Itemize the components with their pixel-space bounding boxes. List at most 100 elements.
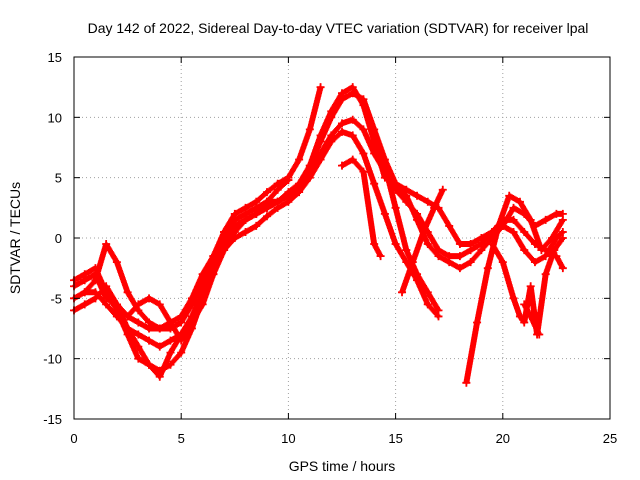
data-point xyxy=(509,227,518,236)
data-point xyxy=(419,227,428,236)
series-pass-12 xyxy=(520,300,544,339)
y-tick-label: 5 xyxy=(55,171,62,186)
series-pass-1 xyxy=(70,83,325,375)
data-point xyxy=(262,203,271,212)
data-point xyxy=(166,348,175,357)
data-point xyxy=(413,270,422,279)
data-point xyxy=(466,258,475,267)
data-point xyxy=(423,300,432,309)
data-point xyxy=(537,246,546,255)
data-point xyxy=(284,176,293,185)
data-point xyxy=(430,203,439,212)
data-point xyxy=(327,107,336,116)
tick-layer: 0 5 10 15 20 25 -15 -10 -5 0 5 10 15 xyxy=(43,50,617,446)
series-track xyxy=(71,84,324,374)
series-pass-8 xyxy=(370,131,443,315)
data-point xyxy=(520,300,529,309)
data-point xyxy=(112,258,121,267)
data-point xyxy=(380,161,389,170)
data-point xyxy=(220,234,229,242)
data-point xyxy=(295,185,304,194)
data-point xyxy=(112,312,121,321)
data-point xyxy=(413,191,422,200)
data-point xyxy=(91,294,100,303)
data-point xyxy=(455,240,464,249)
data-point xyxy=(505,191,514,200)
data-point xyxy=(477,234,486,242)
data-point xyxy=(338,119,346,128)
data-point xyxy=(455,252,464,261)
data-point xyxy=(187,318,196,327)
data-point xyxy=(134,354,143,363)
data-point xyxy=(380,209,389,218)
data-point xyxy=(102,282,111,291)
data-point xyxy=(509,294,518,303)
y-tick-label: 15 xyxy=(48,50,62,65)
data-point xyxy=(455,264,464,273)
data-point xyxy=(434,252,443,261)
data-point xyxy=(541,215,550,224)
data-point xyxy=(338,161,346,170)
data-point xyxy=(262,188,271,197)
data-point xyxy=(177,336,186,345)
y-tick-label: -5 xyxy=(50,291,62,306)
data-point xyxy=(423,197,432,206)
data-point xyxy=(376,252,385,261)
data-point xyxy=(338,89,346,98)
data-point xyxy=(155,324,164,333)
x-axis-label: GPS time / hours xyxy=(289,458,396,474)
data-point xyxy=(402,185,411,194)
data-point xyxy=(520,227,529,236)
data-point xyxy=(112,300,121,309)
data-point xyxy=(145,318,154,327)
data-point xyxy=(273,185,282,194)
data-point xyxy=(398,288,407,297)
data-point xyxy=(434,306,443,315)
data-point xyxy=(348,155,357,164)
data-point xyxy=(558,234,567,242)
data-point xyxy=(209,252,218,261)
data-point xyxy=(423,288,432,297)
series-pass-7 xyxy=(338,155,385,261)
data-point xyxy=(391,179,400,188)
data-point xyxy=(494,221,503,230)
data-point xyxy=(230,227,239,236)
data-point xyxy=(273,197,282,206)
x-tick-label: 15 xyxy=(388,431,402,446)
data-point xyxy=(359,149,368,158)
data-point xyxy=(359,125,368,134)
data-point xyxy=(284,191,293,200)
data-point xyxy=(305,161,314,170)
data-point xyxy=(509,215,518,224)
data-point xyxy=(102,300,111,309)
data-point xyxy=(305,125,314,134)
data-point xyxy=(166,318,175,327)
data-point xyxy=(370,240,379,249)
data-point xyxy=(134,330,143,339)
data-point xyxy=(402,246,411,255)
data-point xyxy=(145,336,154,345)
data-point xyxy=(558,215,567,224)
data-point xyxy=(316,131,325,140)
data-point xyxy=(526,215,535,224)
data-point xyxy=(187,294,196,303)
data-point xyxy=(177,348,186,357)
data-layer xyxy=(70,83,567,387)
y-tick-label: 0 xyxy=(55,231,62,246)
data-point xyxy=(155,342,164,351)
data-point xyxy=(359,101,368,110)
data-point xyxy=(520,246,529,255)
data-point xyxy=(252,209,261,218)
data-point xyxy=(359,167,368,176)
data-point xyxy=(370,179,379,188)
data-point xyxy=(295,155,304,164)
data-point xyxy=(477,246,486,255)
x-tick-label: 10 xyxy=(281,431,295,446)
data-point xyxy=(445,258,454,267)
data-point xyxy=(541,252,550,261)
data-point xyxy=(198,294,207,303)
data-point xyxy=(391,240,400,249)
data-point xyxy=(520,318,529,327)
data-point xyxy=(526,312,535,321)
